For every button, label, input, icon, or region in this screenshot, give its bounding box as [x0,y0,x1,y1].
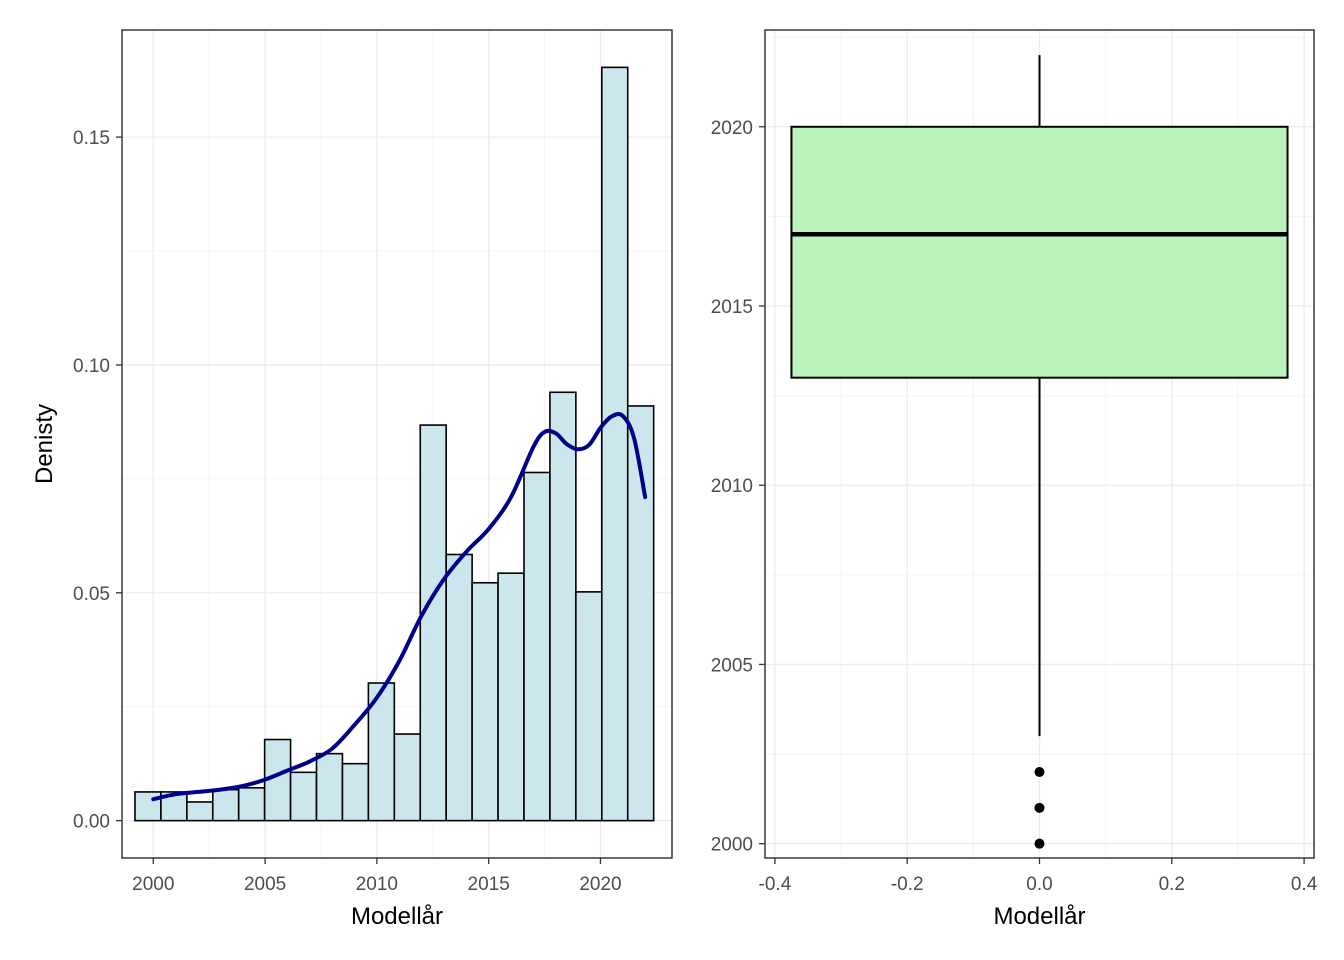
y-tick-label: 0.05 [73,584,110,605]
x-tick-label: 2000 [132,874,174,895]
histogram-y-axis-title: Denisty [31,404,58,484]
histogram-bar [237,787,266,822]
histogram-bar [600,66,629,822]
x-tick-label: 2020 [579,874,621,895]
histogram-bar [341,762,370,822]
x-tick-label: 0.4 [1291,874,1318,895]
histogram-panel-border [121,29,673,859]
histogram-bar [393,733,422,822]
boxplot-x-axis-title: Modellår [993,903,1085,930]
histogram-bar [445,553,473,822]
y-tick-label: 2020 [711,118,753,139]
histogram-bar [549,391,577,822]
y-tick-label: 2015 [711,297,753,318]
histogram-x-ticks: 2000 2005 2010 2015 2020 [132,858,622,895]
x-tick-label: 2015 [468,874,510,895]
y-tick-label: 2005 [711,655,753,676]
x-tick-label: 0.0 [1026,874,1052,895]
boxplot-outliers [1034,766,1045,849]
x-tick-label: 2005 [244,874,286,895]
histogram-bar [523,471,551,822]
y-tick-label: 0.00 [73,812,110,833]
histogram-y-ticks: 0.00 0.05 0.10 0.15 [73,128,122,833]
boxplot-outlier-point [1034,802,1045,813]
y-tick-label: 2000 [711,835,753,856]
histogram-bar [471,581,499,822]
histogram-bar [134,791,162,822]
histogram-bar [497,572,525,822]
boxplot-outlier-point [1034,766,1045,777]
histogram-bars [134,66,655,822]
density-curve [151,412,648,802]
histogram-bar [186,801,214,822]
histogram-bar [289,771,318,822]
x-tick-label: 2010 [356,874,398,895]
boxplot-y-ticks: 2000 2005 2010 2015 2020 [711,118,765,856]
y-tick-label: 0.10 [73,356,110,377]
boxplot-x-ticks: -0.4 -0.2 0.0 0.2 0.4 [759,858,1318,895]
x-tick-label: -0.2 [891,874,924,895]
y-tick-label: 2010 [711,476,753,497]
y-tick-label: 0.15 [73,128,110,149]
histogram-bar [575,591,603,822]
histogram-bar [315,752,344,822]
x-tick-label: 0.2 [1159,874,1185,895]
boxplot-outlier-point [1034,838,1045,849]
histogram-bar [211,788,240,822]
histogram-bar [419,424,447,822]
x-tick-label: -0.4 [759,874,792,895]
histogram-x-axis-title: Modellår [351,903,443,930]
boxplot-panel: 2000 2005 2010 2015 2020 -0.4 -0.2 0.0 0.2 0.4 M… [711,29,1318,930]
boxplot-box [790,125,1289,379]
histogram-panel: 0.00 0.05 0.10 0.15 2000 2005 2010 2015 2020 Mo… [31,29,673,930]
